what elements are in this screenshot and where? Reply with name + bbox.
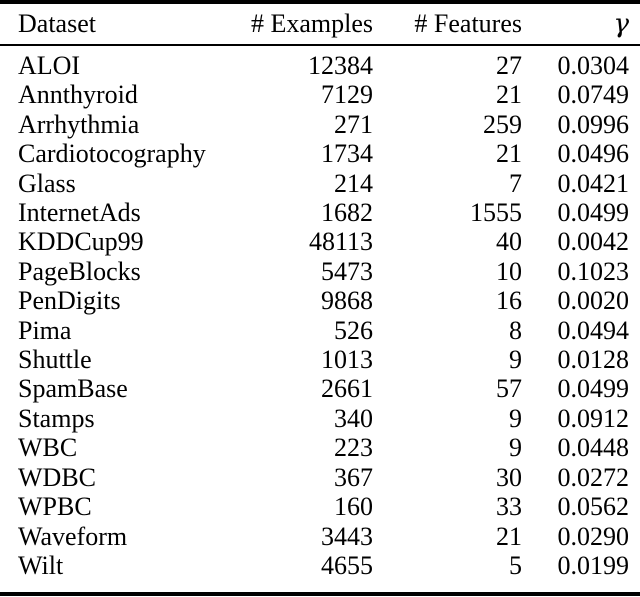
- features-cell: 40: [496, 227, 522, 257]
- dataset-cell: SpamBase: [18, 374, 128, 404]
- examples-cell: 4655: [321, 550, 373, 580]
- features-cell: 27: [496, 51, 522, 80]
- table-row: Annthyroid 7129 21 0.0749: [0, 80, 640, 109]
- features-cell: 9: [509, 433, 522, 463]
- examples-cell: 526: [334, 315, 373, 345]
- dataset-cell: KDDCup99: [18, 227, 144, 257]
- table-row: Glass 214 7 0.0421: [0, 169, 640, 198]
- dataset-cell: Shuttle: [18, 345, 92, 375]
- dataset-cell: Arrhythmia: [18, 109, 140, 139]
- table-row: Waveform 3443 21 0.0290: [0, 522, 640, 551]
- table-row: ALOI 12384 27 0.0304: [0, 45, 640, 80]
- gamma-cell: 0.0562: [557, 492, 630, 522]
- examples-cell: 1682: [321, 198, 373, 228]
- dataset-cell: Pima: [18, 315, 72, 345]
- gamma-cell: 0.0290: [557, 521, 630, 551]
- table-row: Shuttle 1013 9 0.0128: [0, 345, 640, 374]
- table-row: WPBC 160 33 0.0562: [0, 492, 640, 521]
- table-row: KDDCup99 48113 40 0.0042: [0, 227, 640, 256]
- dataset-cell: Wilt: [18, 550, 64, 580]
- gamma-cell: 0.0448: [557, 433, 630, 463]
- examples-cell: 271: [334, 109, 373, 139]
- table-row: SpamBase 2661 57 0.0499: [0, 374, 640, 403]
- features-cell: 9: [509, 345, 522, 375]
- examples-cell: 214: [334, 168, 373, 198]
- table-row: Pima 526 8 0.0494: [0, 316, 640, 345]
- dataset-cell: PageBlocks: [18, 256, 141, 286]
- table-row: PenDigits 9868 16 0.0020: [0, 286, 640, 315]
- features-cell: 7: [509, 168, 522, 198]
- gamma-cell: 0.0496: [557, 139, 630, 169]
- features-cell: 57: [496, 374, 522, 404]
- gamma-cell: 0.0421: [557, 168, 630, 198]
- examples-cell: 9868: [321, 286, 373, 316]
- dataset-cell: Waveform: [18, 521, 128, 551]
- gamma-cell: 0.0996: [557, 109, 630, 139]
- dataset-cell: PenDigits: [18, 286, 121, 316]
- features-cell: 16: [496, 286, 522, 316]
- dataset-cell: ALOI: [18, 51, 81, 80]
- table-row: Arrhythmia 271 259 0.0996: [0, 110, 640, 139]
- dataset-cell: InternetAds: [18, 198, 141, 228]
- examples-cell: 5473: [321, 256, 373, 286]
- features-cell: 21: [496, 80, 522, 110]
- gamma-cell: 0.0128: [557, 345, 630, 375]
- dataset-cell: Annthyroid: [18, 80, 138, 110]
- gamma-cell: 0.1023: [557, 256, 630, 286]
- gamma-cell: 0.0499: [557, 374, 630, 404]
- table-row: WBC 223 9 0.0448: [0, 433, 640, 462]
- header-row: Dataset # Examples # Features γ: [0, 2, 640, 46]
- features-cell: 10: [496, 256, 522, 286]
- dataset-cell: WPBC: [18, 492, 92, 522]
- table-row: WDBC 367 30 0.0272: [0, 463, 640, 492]
- examples-cell: 1013: [321, 345, 373, 375]
- features-cell: 5: [509, 550, 522, 580]
- features-cell: 259: [483, 109, 522, 139]
- examples-cell: 367: [334, 462, 373, 492]
- examples-cell: 2661: [321, 374, 373, 404]
- examples-cell: 340: [334, 403, 373, 433]
- gamma-cell: 0.0912: [557, 403, 630, 433]
- gamma-cell: 0.0042: [557, 227, 630, 257]
- examples-cell: 160: [334, 492, 373, 522]
- gamma-cell: 0.0304: [557, 51, 630, 80]
- gamma-cell: 0.0749: [557, 80, 630, 110]
- dataset-cell: Stamps: [18, 403, 95, 433]
- table-row: Stamps 340 9 0.0912: [0, 404, 640, 433]
- features-cell: 21: [496, 521, 522, 551]
- table-body: ALOI 12384 27 0.0304 Annthyroid 7129 21 0.0749 A…: [0, 45, 640, 594]
- dataset-cell: Glass: [18, 168, 76, 198]
- features-cell: 8: [509, 315, 522, 345]
- examples-cell: 223: [334, 433, 373, 463]
- dataset-cell: Cardiotocography: [18, 139, 206, 169]
- features-cell: 21: [496, 139, 522, 169]
- table-header: Dataset # Examples # Features γ: [0, 2, 640, 46]
- table-row: Cardiotocography 1734 21 0.0496: [0, 139, 640, 168]
- dataset-cell: WBC: [18, 433, 78, 463]
- examples-cell: 12384: [308, 51, 373, 80]
- features-cell: 1555: [470, 198, 522, 228]
- gamma-cell: 0.0199: [557, 550, 630, 580]
- examples-cell: 48113: [308, 227, 373, 257]
- features-cell: 9: [509, 403, 522, 433]
- gamma-cell: 0.0020: [557, 286, 630, 316]
- features-cell: 30: [496, 462, 522, 492]
- features-cell: 33: [496, 492, 522, 522]
- col-header-dataset: Dataset: [0, 2, 232, 46]
- col-header-gamma: γ: [522, 2, 640, 46]
- col-header-features: # Features: [373, 2, 522, 46]
- examples-cell: 1734: [321, 139, 373, 169]
- examples-cell: 7129: [321, 80, 373, 110]
- table-row: InternetAds 1682 1555 0.0499: [0, 198, 640, 227]
- examples-cell: 3443: [321, 521, 373, 551]
- gamma-cell: 0.0272: [557, 462, 630, 492]
- table-row: Wilt 4655 5 0.0199: [0, 551, 640, 594]
- gamma-cell: 0.0494: [557, 315, 630, 345]
- col-header-examples: # Examples: [232, 2, 373, 46]
- dataset-cell: WDBC: [18, 462, 96, 492]
- gamma-cell: 0.0499: [557, 198, 630, 228]
- table-row: PageBlocks 5473 10 0.1023: [0, 257, 640, 286]
